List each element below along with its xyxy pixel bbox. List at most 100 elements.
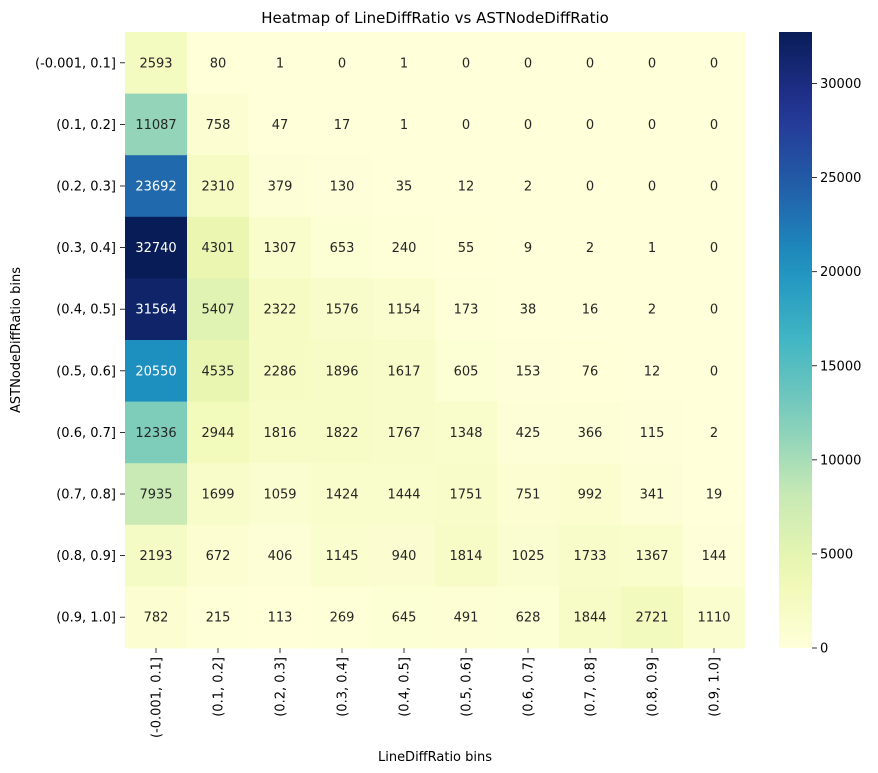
x-tick-label: (0.4, 0.5] bbox=[398, 657, 413, 717]
y-tick-label: (0.1, 0.2] bbox=[56, 118, 116, 133]
x-tick-label: (0.1, 0.2] bbox=[212, 657, 227, 717]
cell-value-label: 19 bbox=[706, 488, 723, 503]
heatmap-cell bbox=[497, 216, 560, 279]
cell-value-label: 0 bbox=[338, 56, 346, 71]
cell-value-label: 2944 bbox=[201, 426, 234, 441]
colorbar bbox=[779, 32, 812, 648]
cell-value-label: 9 bbox=[524, 241, 532, 256]
cell-value-label: 47 bbox=[272, 118, 289, 133]
colorbar-tick-label: 0 bbox=[820, 642, 828, 657]
heatmap-cell bbox=[125, 524, 188, 587]
cell-value-label: 240 bbox=[392, 241, 417, 256]
heatmap-cell bbox=[621, 278, 684, 341]
heatmap-cell bbox=[559, 586, 622, 649]
heatmap-cell bbox=[435, 278, 498, 341]
heatmap-cell bbox=[311, 93, 374, 156]
heatmap-cell bbox=[125, 32, 188, 95]
cell-value-label: 80 bbox=[210, 56, 227, 71]
heatmap-cell bbox=[311, 32, 374, 95]
cell-value-label: 0 bbox=[524, 118, 532, 133]
colorbar-tick-label: 5000 bbox=[820, 547, 853, 562]
cell-value-label: 1 bbox=[400, 118, 408, 133]
heatmap-cell bbox=[249, 278, 312, 341]
heatmap-cell bbox=[497, 524, 560, 587]
heatmap-cell bbox=[311, 278, 374, 341]
heatmap-cell bbox=[435, 216, 498, 279]
colorbar-tick-label: 25000 bbox=[820, 171, 861, 186]
cell-value-label: 2721 bbox=[635, 611, 668, 626]
heatmap-cell bbox=[125, 216, 188, 279]
cell-value-label: 2286 bbox=[263, 364, 296, 379]
cell-value-label: 38 bbox=[520, 303, 537, 318]
y-axis-label: ASTNodeDiffRatio bins bbox=[9, 267, 24, 413]
heatmap-cell bbox=[373, 93, 436, 156]
heatmap-cell bbox=[187, 278, 250, 341]
cell-value-label: 1576 bbox=[325, 303, 358, 318]
cell-value-label: 269 bbox=[330, 611, 355, 626]
heatmap-cell bbox=[683, 93, 746, 156]
heatmap-cell bbox=[249, 524, 312, 587]
heatmap-cell bbox=[125, 463, 188, 526]
x-tick-label: (0.8, 0.9] bbox=[646, 657, 661, 717]
heatmap-cell bbox=[497, 32, 560, 95]
cell-value-label: 379 bbox=[268, 180, 293, 195]
cell-value-label: 5407 bbox=[201, 303, 234, 318]
heatmap-cell bbox=[311, 463, 374, 526]
heatmap-cell bbox=[187, 93, 250, 156]
y-tick-label: (0.6, 0.7] bbox=[56, 426, 116, 441]
heatmap-cell bbox=[559, 278, 622, 341]
heatmap-cell bbox=[187, 463, 250, 526]
cell-value-label: 12 bbox=[644, 364, 661, 379]
x-tick-label: (0.3, 0.4] bbox=[336, 657, 351, 717]
y-tick-label: (0.7, 0.8] bbox=[56, 488, 116, 503]
cell-value-label: 153 bbox=[516, 364, 541, 379]
cell-value-label: 1896 bbox=[325, 364, 358, 379]
heatmap-cell bbox=[435, 524, 498, 587]
cell-value-label: 2 bbox=[710, 426, 718, 441]
colorbar-tick-label: 20000 bbox=[820, 265, 861, 280]
heatmap-cell bbox=[683, 524, 746, 587]
cell-value-label: 425 bbox=[516, 426, 541, 441]
heatmap-cell bbox=[559, 32, 622, 95]
cell-value-label: 1767 bbox=[387, 426, 420, 441]
cell-value-label: 751 bbox=[516, 488, 541, 503]
cell-value-label: 12336 bbox=[135, 426, 176, 441]
x-tick-label: (0.6, 0.7] bbox=[522, 657, 537, 717]
cell-value-label: 628 bbox=[516, 611, 541, 626]
y-tick-label: (0.2, 0.3] bbox=[56, 180, 116, 195]
heatmap-cell bbox=[249, 401, 312, 464]
heatmap-cell bbox=[683, 586, 746, 649]
cell-value-label: 1348 bbox=[449, 426, 482, 441]
heatmap-cell bbox=[125, 155, 188, 218]
cell-value-label: 113 bbox=[268, 611, 293, 626]
cell-value-label: 940 bbox=[392, 549, 417, 564]
cell-value-label: 1814 bbox=[449, 549, 482, 564]
heatmap-cell bbox=[497, 93, 560, 156]
heatmap-cell bbox=[249, 340, 312, 403]
cell-value-label: 2 bbox=[648, 303, 656, 318]
heatmap-cell bbox=[373, 155, 436, 218]
cell-value-label: 1733 bbox=[573, 549, 606, 564]
heatmap-cell bbox=[373, 278, 436, 341]
heatmap-cell bbox=[435, 586, 498, 649]
heatmap-cell bbox=[621, 216, 684, 279]
cell-value-label: 672 bbox=[206, 549, 231, 564]
heatmap-cell bbox=[559, 524, 622, 587]
x-tick-label: (0.7, 0.8] bbox=[584, 657, 599, 717]
cell-value-label: 0 bbox=[648, 56, 656, 71]
cell-value-label: 491 bbox=[454, 611, 479, 626]
heatmap-cell bbox=[621, 155, 684, 218]
heatmap-cell bbox=[683, 216, 746, 279]
colorbar-tick-label: 30000 bbox=[820, 77, 861, 92]
heatmap-cell bbox=[311, 340, 374, 403]
cell-value-label: 4535 bbox=[201, 364, 234, 379]
cell-value-label: 0 bbox=[462, 118, 470, 133]
heatmap-cell bbox=[311, 216, 374, 279]
cell-value-label: 2193 bbox=[139, 549, 172, 564]
cell-value-label: 173 bbox=[454, 303, 479, 318]
cell-value-label: 0 bbox=[586, 56, 594, 71]
heatmap-cell bbox=[311, 586, 374, 649]
cell-value-label: 645 bbox=[392, 611, 417, 626]
heatmap-cell bbox=[559, 401, 622, 464]
heatmap-cell bbox=[249, 155, 312, 218]
